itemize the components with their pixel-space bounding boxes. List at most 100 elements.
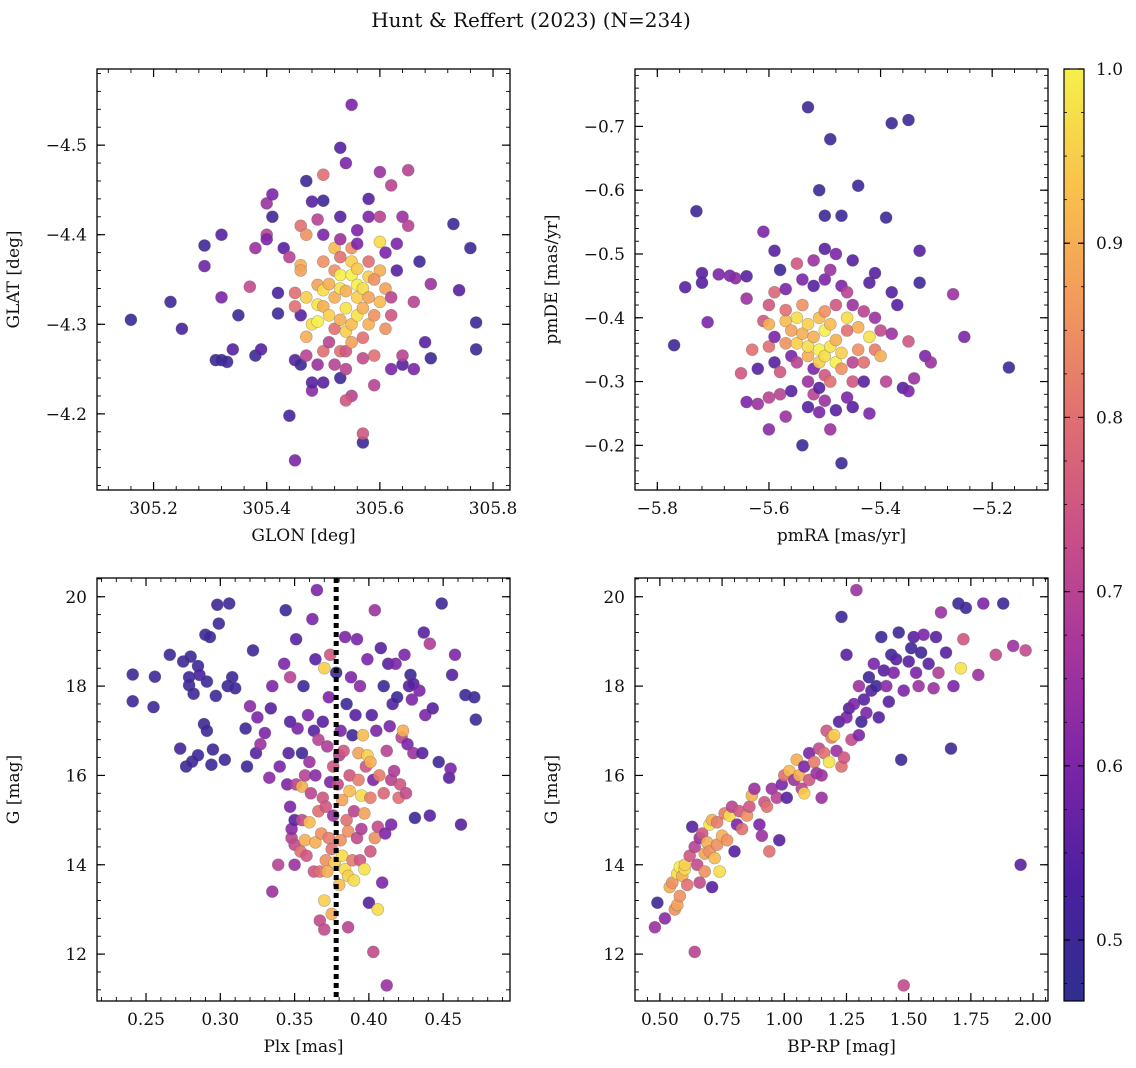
panel-plx: 0.25 0.30 0.35 0.40 0.45 12 14 16 18 20 Plx [mas] G… — [4, 577, 511, 1057]
data-point — [283, 250, 296, 264]
data-point — [835, 610, 848, 624]
data-point — [265, 885, 279, 898]
data-point — [840, 324, 854, 337]
data-point — [309, 652, 322, 666]
data-point — [243, 280, 257, 294]
data-point — [126, 668, 139, 681]
data-point — [768, 330, 781, 344]
data-point — [426, 702, 440, 715]
data-point — [328, 241, 341, 255]
data-point — [796, 273, 809, 286]
data-point — [377, 679, 391, 693]
data-point — [362, 192, 375, 206]
data-point — [801, 101, 815, 114]
data-point — [840, 391, 854, 404]
colorbar-tick-label: 0.7 — [1096, 583, 1123, 603]
data-point — [1006, 639, 1020, 653]
data-point — [779, 303, 793, 317]
data-point — [350, 223, 364, 237]
data-point — [713, 865, 726, 878]
data-point — [228, 681, 242, 695]
x-tick-label: 1.25 — [828, 1010, 866, 1030]
y-tick-label: 14 — [603, 856, 625, 876]
data-point — [124, 313, 138, 327]
data-point — [860, 706, 873, 720]
data-point — [445, 668, 459, 682]
data-point — [772, 833, 786, 847]
data-point — [260, 197, 274, 210]
data-point — [882, 695, 896, 709]
data-point — [790, 257, 804, 270]
data-point — [423, 637, 437, 651]
data-point — [740, 395, 753, 409]
data-point — [364, 755, 377, 769]
data-point — [399, 786, 413, 800]
data-point — [835, 456, 848, 470]
data-point — [367, 378, 381, 392]
data-point — [735, 822, 749, 836]
data-point — [361, 652, 374, 666]
data-point — [779, 336, 793, 350]
data-point — [206, 743, 220, 756]
x-tick-label: −5.4 — [860, 499, 901, 519]
data-point — [760, 800, 774, 814]
data-point — [339, 156, 353, 170]
data-point — [200, 724, 214, 738]
data-point — [957, 330, 971, 344]
data-point — [373, 165, 387, 179]
y-tick-label: −0.2 — [584, 436, 625, 456]
data-point — [829, 333, 843, 347]
data-point — [818, 305, 832, 318]
y-tick-label: −0.5 — [584, 245, 625, 265]
data-point — [851, 179, 865, 192]
data-point — [827, 728, 841, 742]
data-point — [273, 760, 287, 773]
data-point — [251, 711, 264, 724]
data-point — [362, 896, 376, 910]
data-point — [211, 598, 224, 612]
x-tick-label: 0.25 — [127, 1010, 165, 1030]
y-tick-label: 20 — [603, 588, 625, 608]
data-point — [753, 818, 766, 831]
data-point — [862, 670, 876, 684]
data-point — [954, 661, 968, 675]
data-point — [299, 330, 313, 344]
data-point — [254, 737, 267, 751]
data-point — [863, 407, 876, 420]
data-point — [352, 773, 365, 787]
data-point — [773, 365, 787, 379]
data-point — [784, 384, 798, 398]
x-tick-label: −5.8 — [637, 499, 678, 519]
data-point — [857, 693, 871, 706]
data-point — [368, 603, 382, 617]
x-tick-label: −5.6 — [748, 499, 789, 519]
data-point — [780, 791, 794, 805]
y-tick-label: −0.3 — [584, 373, 625, 393]
data-point — [835, 209, 848, 222]
data-point — [347, 874, 361, 887]
data-point — [743, 800, 756, 814]
data-point — [294, 358, 308, 371]
data-point — [364, 791, 377, 805]
data-point — [239, 722, 252, 735]
data-point — [333, 268, 347, 282]
data-point — [879, 679, 893, 693]
data-point — [316, 228, 330, 241]
data-point — [303, 755, 316, 769]
data-point — [316, 194, 330, 207]
data-point — [812, 405, 826, 419]
panels: 305.2 305.4 305.6 305.8 −4.2 −4.3 −4.4 −4.5 GLON… — [4, 68, 1052, 1057]
y-tick-label: 20 — [65, 588, 87, 608]
data-point — [424, 351, 438, 365]
data-point — [728, 845, 741, 858]
data-point — [384, 179, 398, 192]
data-point — [249, 241, 262, 255]
data-point — [328, 291, 341, 304]
colorbar-tick-label: 0.5 — [1096, 931, 1123, 951]
data-point — [879, 211, 893, 224]
data-point — [846, 298, 860, 312]
data-point — [378, 827, 392, 840]
data-point — [729, 271, 742, 285]
data-point — [299, 228, 313, 241]
plot-frame — [96, 68, 511, 491]
